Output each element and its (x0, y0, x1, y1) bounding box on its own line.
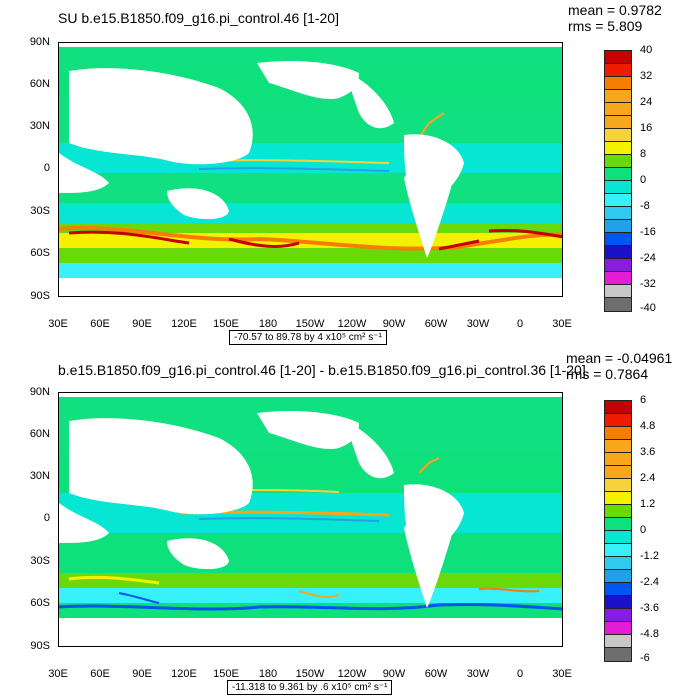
x-tick-label: 90E (132, 668, 152, 680)
y-tick-label: 90S (30, 640, 50, 652)
x-tick-label: 60E (90, 668, 110, 680)
y-tick-label: 90N (29, 36, 50, 48)
legend-label: -40 (640, 302, 656, 314)
x-tick-label: 30W (466, 668, 490, 680)
x-tick-label: 150E (213, 668, 239, 680)
y-tick-label: 60N (29, 78, 50, 90)
x-tick-label: 180 (258, 668, 278, 680)
mean-value: mean = 0.9782 (568, 2, 662, 18)
contour-range-label: -70.57 to 89.78 by 4 x10⁵ cm² s⁻¹ (229, 330, 387, 345)
legend-label: -8 (640, 200, 650, 212)
x-tick-label: 90E (132, 318, 152, 330)
x-tick-label: 180 (258, 318, 278, 330)
plot-title: b.e15.B1850.f09_g16.pi_control.46 [1-20]… (58, 362, 586, 378)
plot-title: SU b.e15.B1850.f09_g16.pi_control.46 [1-… (58, 10, 339, 26)
panel-top: SU b.e15.B1850.f09_g16.pi_control.46 [1-… (29, 2, 662, 345)
legend-label: 6 (640, 394, 647, 406)
x-tick-label: 30E (552, 668, 572, 680)
x-tick-label: 120W (337, 668, 367, 680)
x-tick-label: 150W (295, 668, 325, 680)
legend-label: 1.2 (640, 498, 656, 510)
y-tick-label: 60S (30, 597, 50, 609)
y-tick-label: 30N (29, 470, 50, 482)
legend-label: -6 (640, 652, 650, 664)
y-tick-label: 60S (30, 247, 50, 259)
x-tick-label: 90W (382, 668, 406, 680)
map-field (59, 393, 562, 646)
mean-value: mean = -0.04961 (566, 350, 673, 366)
legend-swatch (604, 647, 632, 662)
y-tick-label: 90S (30, 290, 50, 302)
x-tick-label: 30E (48, 668, 68, 680)
y-tick-label: 30S (30, 205, 50, 217)
y-tick-label: 30N (29, 120, 50, 132)
x-tick-label: 60W (424, 668, 448, 680)
legend-label: 24 (640, 96, 653, 108)
x-tick-label: 120E (171, 668, 197, 680)
x-tick-label: 0 (516, 668, 524, 680)
stats-block: mean = -0.04961 rms = 0.7864 (566, 350, 672, 382)
contour-range-label: -11.318 to 9.361 by .6 x10⁵ cm² s⁻¹ (227, 680, 393, 695)
x-tick-label: 90W (382, 318, 406, 330)
legend-label: 16 (640, 122, 653, 134)
y-tick-label: 0 (43, 512, 50, 524)
x-tick-label: 0 (516, 318, 524, 330)
x-tick-label: 30E (48, 318, 68, 330)
x-tick-label: 60W (424, 318, 448, 330)
legend-label: 3.6 (640, 446, 656, 458)
rms-value: rms = 5.809 (568, 18, 643, 34)
legend-label: -1.2 (640, 550, 659, 562)
rms-value: rms = 0.7864 (566, 366, 649, 382)
y-tick-label: 0 (43, 162, 50, 174)
legend-label: -32 (640, 278, 656, 290)
legend-label: -4.8 (640, 628, 659, 640)
legend-swatch (604, 297, 632, 312)
legend-label: -3.6 (640, 602, 659, 614)
x-tick-label: 150W (295, 318, 325, 330)
map-plot (58, 42, 563, 297)
legend-label: 32 (640, 70, 653, 82)
x-tick-label: 60E (90, 318, 110, 330)
stats-block: mean = 0.9782 rms = 5.809 (568, 2, 662, 34)
x-tick-label: 30W (466, 318, 490, 330)
legend-label: 8 (640, 148, 647, 160)
legend-label: 0 (640, 174, 647, 186)
panel-bottom: b.e15.B1850.f09_g16.pi_control.46 [1-20]… (0, 350, 700, 700)
y-tick-label: 90N (29, 386, 50, 398)
x-tick-label: 30E (552, 318, 572, 330)
legend-label: 0 (640, 524, 647, 536)
legend-label: 2.4 (640, 472, 656, 484)
x-tick-label: 150E (213, 318, 239, 330)
y-tick-label: 30S (30, 555, 50, 567)
x-tick-label: 120E (171, 318, 197, 330)
map-plot (58, 392, 563, 647)
legend-label: -24 (640, 252, 656, 264)
x-tick-label: 120W (337, 318, 367, 330)
map-field (59, 43, 562, 296)
legend-label: -16 (640, 226, 656, 238)
legend-label: 40 (640, 44, 653, 56)
legend-label: 4.8 (640, 420, 656, 432)
y-tick-label: 60N (29, 428, 50, 440)
legend-label: -2.4 (640, 576, 659, 588)
